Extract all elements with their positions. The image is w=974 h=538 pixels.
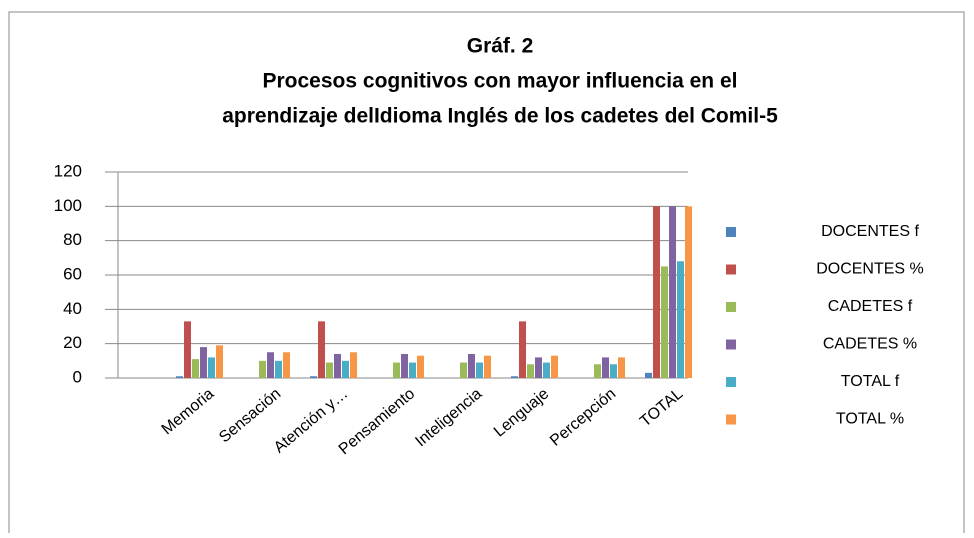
bar — [334, 353, 341, 378]
bar — [401, 353, 408, 378]
bar — [460, 362, 467, 378]
bar — [618, 357, 625, 378]
bar — [216, 345, 223, 378]
bar — [476, 362, 483, 378]
y-tick-label: 100 — [54, 196, 82, 215]
legend-swatch — [726, 264, 736, 275]
bar — [200, 347, 207, 378]
bar — [208, 357, 215, 378]
legend-label: DOCENTES f — [821, 223, 919, 240]
bar — [409, 362, 416, 378]
legend-swatch — [726, 227, 736, 237]
legend-label: CADETES % — [823, 336, 917, 353]
bar — [176, 376, 183, 378]
bar — [685, 206, 692, 378]
bar — [350, 352, 357, 378]
y-tick-label: 60 — [63, 264, 82, 283]
legend-label: TOTAL f — [841, 373, 900, 390]
bar — [594, 364, 601, 378]
bar — [259, 360, 266, 378]
bar — [267, 352, 274, 378]
bar — [653, 206, 660, 378]
bar — [535, 357, 542, 378]
y-tick-label: 120 — [54, 161, 82, 180]
bar — [610, 364, 617, 378]
y-tick-label: 0 — [73, 367, 82, 386]
bar — [484, 355, 491, 378]
legend-swatch — [726, 414, 736, 425]
bar — [393, 362, 400, 378]
bar — [677, 261, 684, 378]
bar — [602, 357, 609, 378]
y-tick-label: 80 — [63, 230, 82, 249]
bar — [342, 360, 349, 378]
bar — [310, 376, 317, 378]
bar — [519, 321, 526, 378]
chart-title: aprendizaje delIdioma Inglés de los cade… — [222, 105, 778, 128]
legend-label: CADETES f — [828, 298, 913, 315]
bar — [184, 321, 191, 378]
legend-swatch — [726, 377, 736, 387]
bar — [527, 364, 534, 378]
bar — [326, 362, 333, 378]
y-tick-label: 20 — [63, 333, 82, 352]
chart-title: Gráf. 2 — [467, 35, 534, 58]
bar — [661, 266, 668, 378]
bar — [417, 355, 424, 378]
legend-label: DOCENTES % — [816, 261, 924, 278]
bar — [192, 359, 199, 378]
bar — [275, 360, 282, 378]
bar — [551, 355, 558, 378]
bar — [283, 352, 290, 378]
legend-swatch — [726, 302, 736, 312]
bar — [511, 376, 518, 378]
bar — [645, 372, 652, 378]
y-tick-label: 40 — [63, 299, 82, 318]
bar — [318, 321, 325, 378]
legend-label: TOTAL % — [836, 411, 904, 428]
chart-title: Procesos cognitivos con mayor influencia… — [263, 70, 738, 93]
legend-swatch — [726, 339, 736, 350]
bar — [669, 206, 676, 378]
bar — [468, 353, 475, 378]
bar — [543, 362, 550, 378]
